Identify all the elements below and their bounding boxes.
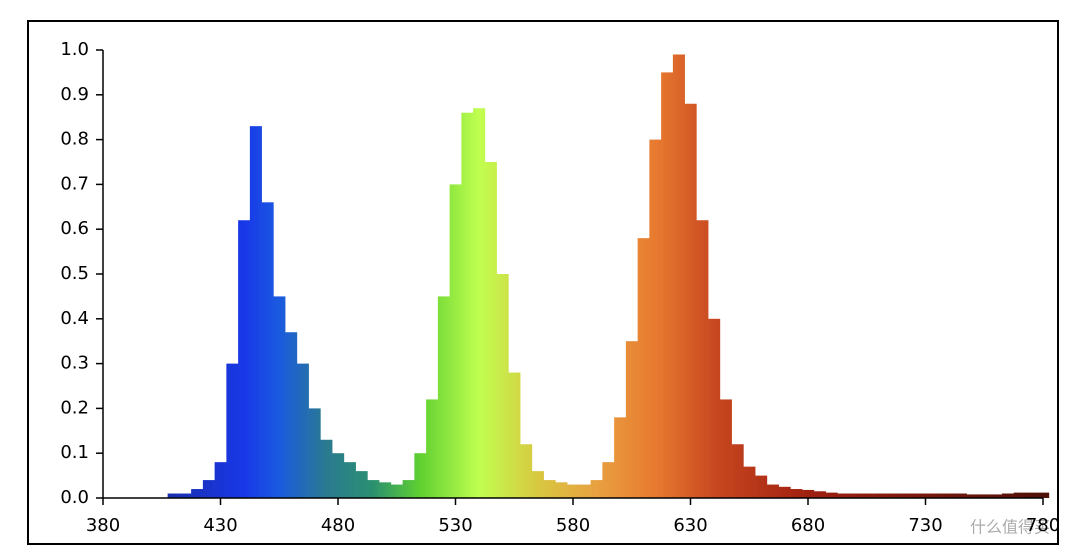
y-tick-label: 0.1 [60,442,89,463]
y-tick-label: 0.2 [60,397,89,418]
spectrum-bar [625,341,638,498]
spectrum-bar [790,489,803,498]
y-tick-label: 0.4 [60,308,89,329]
spectrum-bar [602,462,615,498]
spectrum-bar [543,480,556,498]
x-tick-label: 430 [203,515,237,536]
spectrum-bar [191,489,204,498]
spectrum-bar [379,482,392,498]
spectrum-bar [343,462,356,498]
spectrum-bar [261,202,274,498]
spectrum-bar [954,493,967,498]
spectrum-bar [414,453,427,498]
spectrum-bar [978,494,991,498]
y-tick-label: 0.9 [60,84,89,105]
x-tick-label: 380 [86,515,120,536]
spectrum-bar [179,493,192,498]
spectrum-bar [1001,493,1014,498]
frame [27,20,1059,545]
spectrum-bar [672,54,685,498]
spectrum-bar [390,484,403,498]
y-tick-label: 0.8 [60,129,89,150]
spectrum-bar [860,493,873,498]
spectrum-bar [367,480,380,498]
x-tick-label: 780 [1026,515,1060,536]
y-tick-label: 0.0 [60,487,89,508]
spectrum-bar [884,493,897,498]
spectrum-bar [320,439,333,498]
spectrum-bar [943,493,956,498]
spectrum-bar [931,493,944,498]
x-tick-label: 530 [438,515,472,536]
spectrum-bar [907,493,920,498]
spectrum-bar [285,332,298,498]
spectrum-bar [238,220,251,499]
spectrum-bar [402,480,415,498]
spectrum-bar [308,408,321,498]
x-tick-label: 680 [791,515,825,536]
spectrum-bar [214,462,227,498]
spectrum-bar [426,399,439,498]
spectrum-bar [1025,492,1038,498]
spectrum-bar [437,296,450,498]
spectrum-bar [649,139,662,498]
spectrum-bar [661,72,674,499]
spectrum-bar [202,480,215,498]
x-tick-label: 630 [673,515,707,536]
spectrum-bar [1037,492,1050,498]
spectrum-bar [520,444,533,498]
spectrum-bar [708,318,721,498]
spectrum-bar [590,480,603,498]
spectrum-bar [332,453,345,498]
spectrum-bar [684,103,697,498]
spectrum-bar [449,184,462,498]
spectrum-bar [484,162,497,498]
spectrum-bar [167,493,180,498]
spectrum-bar [355,471,368,498]
y-tick-label: 1.0 [60,39,89,60]
spectrum-bar [531,471,544,498]
spectrum-bar [966,494,979,498]
x-tick-label: 480 [321,515,355,536]
spectrum-bar [249,126,262,498]
spectrum-bar [743,466,756,498]
spectrum-bar [226,363,239,498]
y-tick-label: 0.3 [60,353,89,374]
spectrum-bar [496,274,509,498]
spectrum-bar [273,296,286,498]
y-tick-label: 0.7 [60,173,89,194]
spectrum-bar [578,484,591,498]
spectrum-bar [990,494,1003,498]
y-tick-label: 0.6 [60,218,89,239]
spectrum-bar [508,372,521,498]
spectrum-bar [719,399,732,498]
spectrum-bar [919,493,932,498]
x-tick-label: 580 [556,515,590,536]
spectrum-bar [778,486,791,498]
spectrum-bar [825,492,838,498]
spectrum-bar [837,493,850,498]
spectrum-bar [614,417,627,498]
spectrum-bar [1013,492,1026,498]
spectrum-bar [802,489,815,498]
spectrum-bar [696,220,709,499]
y-tick-label: 0.5 [60,263,89,284]
spectrum-bar [731,444,744,498]
spectrum-bar [755,475,768,498]
spectrum-bar [296,363,309,498]
spectrum-bar [473,108,486,499]
spectrum-bar [896,493,909,498]
x-tick-label: 730 [908,515,942,536]
spectrum-bar [567,484,580,498]
spectrum-bar [555,482,568,498]
spectrum-bar [849,493,862,498]
watermark: 什么值得买 [970,518,1050,537]
spectrum-bar [637,238,650,498]
spectrum-bar [872,493,885,498]
spectrum-bar [766,484,779,498]
spectrum-bar [813,491,826,498]
spectrum-bar [461,112,474,498]
